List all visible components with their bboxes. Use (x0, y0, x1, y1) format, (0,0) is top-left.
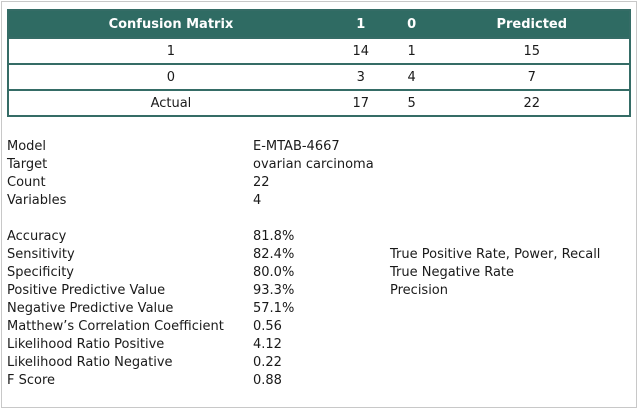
matrix-cell: 3 (332, 63, 389, 91)
info-row-model: Model E-MTAB-4667 (7, 138, 627, 156)
info-row-count: Count 22 (7, 174, 627, 192)
metric-row-mcc: Matthew’s Correlation Coefficient 0.56 (7, 318, 627, 336)
metric-label: Likelihood Ratio Negative (7, 355, 173, 370)
matrix-row-label: Actual (8, 89, 333, 117)
matrix-cell-total: 5 (388, 89, 435, 117)
matrix-header-predicted-total: Predicted (434, 10, 630, 38)
info-label: Model (7, 139, 47, 154)
matrix-cell-total: 15 (434, 37, 630, 65)
matrix-header-row: Confusion Matrix 1 0 Predicted (8, 10, 630, 38)
info-value: 22 (253, 175, 270, 190)
metric-label: Sensitivity (7, 247, 75, 262)
info-label: Count (7, 175, 46, 190)
matrix-cell: 1 (388, 37, 435, 65)
matrix-row-actual-total: Actual 17 5 22 (8, 89, 630, 117)
metric-value: 4.12 (253, 337, 282, 352)
metric-row-ppv: Positive Predictive Value 93.3% Precisio… (7, 282, 627, 300)
matrix-row-label: 1 (8, 37, 333, 65)
metric-value: 81.8% (253, 229, 295, 244)
metric-value: 82.4% (253, 247, 295, 262)
info-value: ovarian carcinoma (253, 157, 374, 172)
metric-row-npv: Negative Predictive Value 57.1% (7, 300, 627, 318)
metric-value: 0.56 (253, 319, 282, 334)
matrix-cell-total: 17 (332, 89, 389, 117)
metric-row-accuracy: Accuracy 81.8% (7, 228, 627, 246)
confusion-matrix-table: Confusion Matrix 1 0 Predicted 1 14 1 15… (7, 9, 631, 117)
metric-label: Positive Predictive Value (7, 283, 166, 298)
metric-value: 80.0% (253, 265, 295, 280)
metric-value: 0.88 (253, 373, 282, 388)
info-value: E-MTAB-4667 (253, 139, 340, 154)
section-spacer (7, 210, 627, 228)
info-row-target: Target ovarian carcinoma (7, 156, 627, 174)
info-value: 4 (253, 193, 262, 208)
metric-value: 57.1% (253, 301, 295, 316)
metric-label: Negative Predictive Value (7, 301, 174, 316)
matrix-row-actual-0: 0 3 4 7 (8, 63, 630, 91)
matrix-row-actual-1: 1 14 1 15 (8, 37, 630, 65)
metric-note: True Negative Rate (390, 265, 515, 280)
metric-label: Accuracy (7, 229, 67, 244)
metric-row-sensitivity: Sensitivity 82.4% True Positive Rate, Po… (7, 246, 627, 264)
metric-note: True Positive Rate, Power, Recall (390, 247, 601, 262)
info-label: Variables (7, 193, 67, 208)
metric-label: Likelihood Ratio Positive (7, 337, 165, 352)
metric-label: Specificity (7, 265, 74, 280)
matrix-cell-grand-total: 22 (434, 89, 630, 117)
metric-row-specificity: Specificity 80.0% True Negative Rate (7, 264, 627, 282)
matrix-cell-total: 7 (434, 63, 630, 91)
matrix-cell: 14 (332, 37, 389, 65)
matrix-row-label: 0 (8, 63, 333, 91)
matrix-header-predicted-1: 1 (332, 10, 389, 38)
metric-value: 0.22 (253, 355, 282, 370)
metric-row-lr-positive: Likelihood Ratio Positive 4.12 (7, 336, 627, 354)
statistics-section: Model E-MTAB-4667 Target ovarian carcino… (7, 138, 627, 390)
metric-note: Precision (390, 283, 449, 298)
metric-label: F Score (7, 373, 56, 388)
metric-value: 93.3% (253, 283, 295, 298)
metric-row-lr-negative: Likelihood Ratio Negative 0.22 (7, 354, 627, 372)
matrix-header-title: Confusion Matrix (8, 10, 333, 38)
matrix-cell: 4 (388, 63, 435, 91)
info-row-variables: Variables 4 (7, 192, 627, 210)
info-label: Target (7, 157, 48, 172)
metric-row-f-score: F Score 0.88 (7, 372, 627, 390)
matrix-header-predicted-0: 0 (388, 10, 435, 38)
metric-label: Matthew’s Correlation Coefficient (7, 319, 224, 334)
